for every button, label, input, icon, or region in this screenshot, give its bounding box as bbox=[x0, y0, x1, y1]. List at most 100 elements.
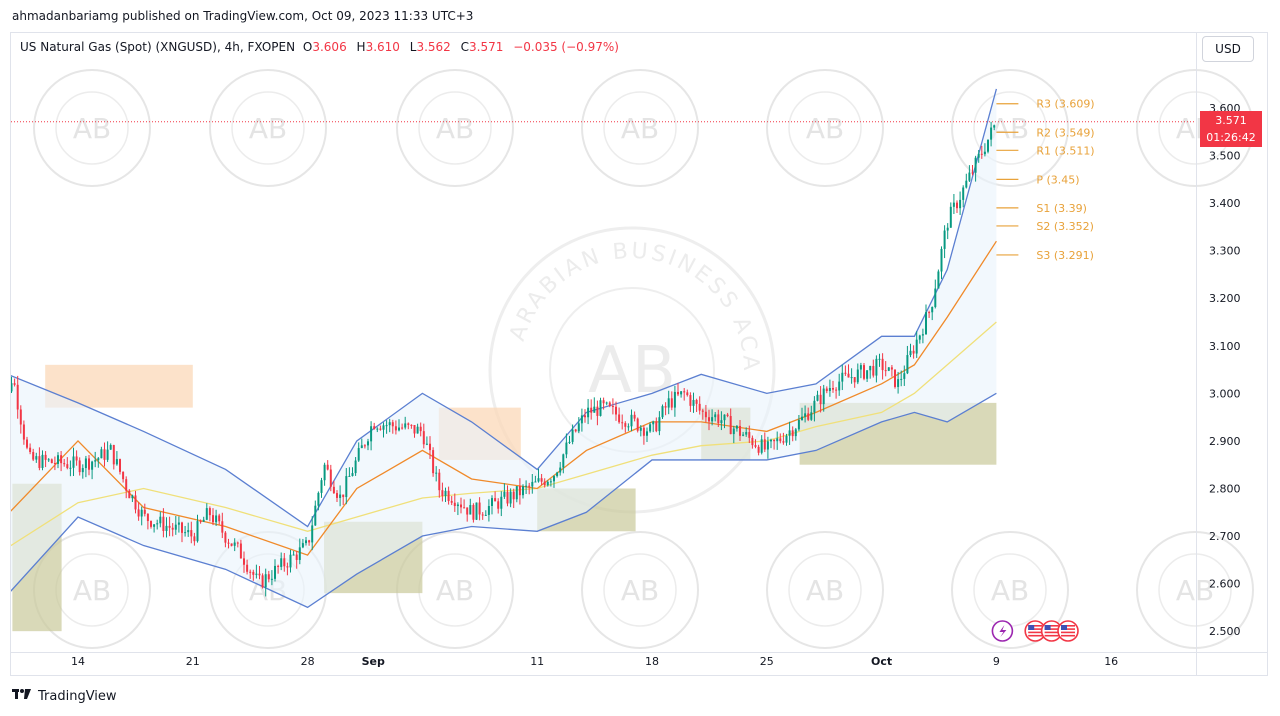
candle-body bbox=[168, 525, 171, 528]
tradingview-brand-label: TradingView bbox=[38, 688, 117, 704]
candle-body bbox=[636, 418, 639, 431]
candle-body bbox=[689, 395, 692, 406]
candle-body bbox=[153, 524, 156, 527]
watermark-seal-icon bbox=[766, 531, 884, 649]
candle-body bbox=[584, 415, 586, 418]
candle-body bbox=[38, 456, 41, 468]
candle-body bbox=[252, 571, 255, 575]
candle-body bbox=[41, 454, 44, 468]
candle-body bbox=[925, 312, 927, 335]
candle-body bbox=[314, 505, 317, 526]
candle-body bbox=[608, 402, 611, 407]
candle-body bbox=[484, 514, 487, 516]
candle-body bbox=[952, 202, 955, 207]
candle-body bbox=[856, 369, 859, 383]
candle-body bbox=[546, 481, 549, 486]
candle-body bbox=[447, 490, 450, 501]
chart-frame[interactable] bbox=[10, 32, 1268, 676]
candle-body bbox=[360, 445, 363, 449]
candle-body bbox=[109, 444, 112, 450]
candle-body bbox=[97, 458, 100, 461]
y-tick-label: 2.500 bbox=[1209, 625, 1241, 638]
candle-body bbox=[863, 365, 865, 379]
x-tick-label: Sep bbox=[362, 655, 385, 668]
candle-body bbox=[215, 515, 218, 523]
watermark-seal-icon bbox=[951, 531, 1069, 649]
candle-body bbox=[742, 434, 745, 436]
pivot-label: R1 (3.511) bbox=[1036, 144, 1094, 157]
candle-body bbox=[143, 509, 146, 514]
candle-body bbox=[549, 481, 552, 483]
candle-body bbox=[596, 406, 599, 416]
candle-body bbox=[26, 439, 28, 448]
candle-body bbox=[190, 530, 193, 537]
candle-body bbox=[63, 463, 66, 465]
currency-button[interactable]: USD bbox=[1202, 36, 1254, 62]
us-flag-icon bbox=[1057, 620, 1079, 642]
candle-body bbox=[438, 472, 441, 491]
candle-body bbox=[993, 125, 996, 128]
candle-body bbox=[909, 350, 912, 356]
candle-body bbox=[286, 566, 289, 568]
watermark-seal-icon bbox=[581, 531, 699, 649]
candle-body bbox=[450, 500, 453, 503]
candle-body bbox=[968, 172, 971, 181]
candle-body bbox=[983, 151, 986, 155]
candle-body bbox=[770, 439, 772, 442]
candle-body bbox=[556, 472, 559, 477]
candle-body bbox=[605, 402, 608, 404]
candle-body bbox=[323, 464, 326, 481]
pivot-label: R3 (3.609) bbox=[1036, 98, 1094, 111]
candle-body bbox=[388, 422, 391, 426]
symbol-legend[interactable]: US Natural Gas (Spot) (XNGUSD), 4h, FXOP… bbox=[20, 40, 625, 54]
flag-stripe bbox=[1061, 634, 1075, 637]
candle-body bbox=[184, 532, 187, 534]
ema-fast-line bbox=[11, 240, 997, 556]
candle-body bbox=[816, 394, 819, 401]
candle-body bbox=[540, 478, 543, 482]
candle-body bbox=[977, 153, 980, 158]
flag-stripe bbox=[1044, 634, 1059, 637]
candle-body bbox=[258, 573, 261, 576]
candle-body bbox=[429, 443, 431, 451]
y-tick-label: 2.900 bbox=[1209, 435, 1241, 448]
candle-body bbox=[810, 412, 813, 420]
candle-body bbox=[283, 558, 286, 567]
candle-body bbox=[627, 426, 630, 428]
candle-body bbox=[878, 358, 881, 360]
candle-body bbox=[990, 127, 993, 140]
watermark-logo: AB bbox=[1176, 574, 1214, 607]
watermark-seal-icon bbox=[209, 69, 327, 187]
candle-body bbox=[19, 409, 22, 425]
candle-body bbox=[32, 451, 35, 460]
candle-body bbox=[391, 422, 394, 427]
flag-canton bbox=[1044, 625, 1051, 630]
candle-body bbox=[704, 411, 707, 418]
candle-body bbox=[367, 441, 369, 446]
candle-body bbox=[841, 372, 844, 382]
candle-body bbox=[354, 460, 357, 474]
candle-body bbox=[171, 527, 174, 530]
candle-body bbox=[382, 425, 385, 430]
candle-body bbox=[680, 391, 683, 395]
candle-body bbox=[134, 495, 137, 510]
candle-body bbox=[525, 485, 528, 487]
high-value: 3.610 bbox=[365, 40, 400, 54]
candle-body bbox=[456, 504, 459, 507]
candle-body bbox=[336, 493, 338, 498]
candle-body bbox=[739, 425, 741, 436]
candle-body bbox=[791, 430, 794, 437]
candle-body bbox=[379, 428, 382, 430]
tradingview-brand[interactable]: TradingView bbox=[12, 688, 117, 704]
watermark-logo: AB bbox=[806, 574, 844, 607]
y-tick-label: 3.500 bbox=[1209, 150, 1241, 163]
candle-body bbox=[264, 574, 267, 588]
candle-body bbox=[332, 486, 335, 494]
candle-body bbox=[100, 449, 103, 459]
candle-body bbox=[869, 365, 872, 371]
candle-body bbox=[652, 421, 655, 425]
candle-body bbox=[630, 414, 633, 427]
candle-body bbox=[394, 426, 397, 431]
candle-body bbox=[723, 414, 726, 421]
